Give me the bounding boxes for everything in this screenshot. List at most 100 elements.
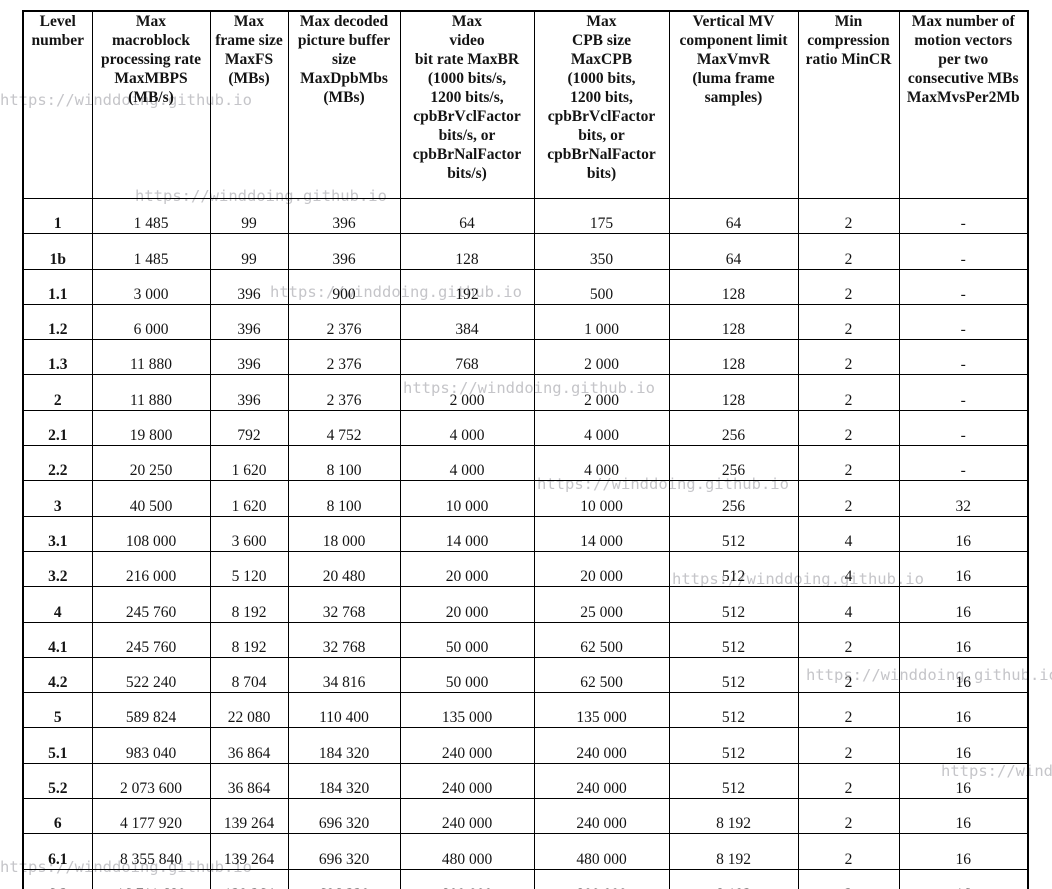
value-cell: 50 000: [399, 621, 535, 658]
value-cell: 135 000: [399, 692, 535, 729]
value-cell: 512: [668, 621, 799, 658]
table-row: 3 40 500 1 620 8 100 10 000 10 000 256 2 32: [22, 480, 1029, 517]
value-cell: 512: [668, 515, 799, 552]
level-number-cell: 6.1: [22, 833, 93, 870]
level-number-cell: 4.2: [22, 656, 93, 694]
level-number-cell: 2: [22, 374, 93, 411]
level-number-cell: 5.1: [22, 727, 93, 764]
value-cell: 2: [797, 339, 900, 376]
value-cell: -: [898, 445, 1029, 482]
table-row: 1.3 11 880 396 2 376 768 2 000 128 2-: [22, 339, 1029, 376]
value-cell: 696 320: [287, 833, 401, 870]
value-cell: 128: [668, 268, 799, 305]
value-cell: 20 000: [533, 550, 670, 588]
value-cell: 11 880: [91, 374, 211, 411]
value-cell: 135 000: [533, 692, 670, 729]
table-row: 3.1 108 000 3 600 18 000 14 000 14 000 512 4 16: [22, 515, 1029, 552]
value-cell: 2 376: [287, 374, 401, 411]
column-header-max-mvs-per-2mb: Max number of motion vectors per two con…: [898, 10, 1029, 199]
level-number-cell: 2.2: [22, 445, 93, 482]
value-cell: 20 480: [287, 550, 401, 588]
table-row: 3.2 216 000 5 120 20 480 20 000 20 000 512 4 16: [22, 550, 1029, 588]
value-cell: 350: [533, 233, 670, 270]
value-cell: 8 100: [287, 480, 401, 517]
value-cell: 8 192: [209, 586, 289, 623]
value-cell: 480 000: [399, 833, 535, 870]
column-header-max-fs: Max frame size MaxFS (MBs): [209, 10, 289, 199]
value-cell: 8 192: [209, 621, 289, 658]
value-cell: 512: [668, 762, 799, 800]
value-cell: 128: [668, 339, 799, 376]
level-number-cell: 5: [22, 692, 93, 729]
value-cell: 4: [797, 515, 900, 552]
value-cell: 62 500: [533, 621, 670, 658]
value-cell: 18 000: [287, 515, 401, 552]
value-cell: 216 000: [91, 550, 211, 588]
value-cell: 11 880: [91, 339, 211, 376]
value-cell: 4 000: [533, 445, 670, 482]
column-header-max-cpb: Max CPB size MaxCPB (1000 bits, 1200 bit…: [533, 10, 670, 199]
value-cell: 1 000: [533, 303, 670, 341]
level-number-cell: 1.3: [22, 339, 93, 376]
value-cell: 500: [533, 268, 670, 305]
value-cell: 2: [797, 727, 900, 764]
value-cell: 1 620: [209, 480, 289, 517]
level-number-cell: 6: [22, 798, 93, 835]
value-cell: 512: [668, 550, 799, 588]
value-cell: 16: [898, 833, 1029, 870]
value-cell: 8 704: [209, 656, 289, 694]
level-number-cell: 4.1: [22, 621, 93, 658]
table-row: 5 589 824 22 080 110 400 135 000 135 000 512 2 1…: [22, 692, 1029, 729]
value-cell: 128: [668, 303, 799, 341]
value-cell: -: [898, 374, 1029, 411]
level-number-cell: 1: [22, 197, 93, 235]
level-number-cell: 3: [22, 480, 93, 517]
value-cell: 4 000: [399, 445, 535, 482]
value-cell: 983 040: [91, 727, 211, 764]
value-cell: 20 000: [399, 586, 535, 623]
value-cell: 20 000: [399, 550, 535, 588]
table-row: 1.1 3 000 396 900 192 500 128 2-: [22, 268, 1029, 305]
value-cell: 184 320: [287, 727, 401, 764]
value-cell: 2 000: [533, 339, 670, 376]
table-row: 6.1 8 355 840 139 264 696 320 480 000 480 000…: [22, 833, 1029, 870]
level-number-cell: 6.2: [22, 868, 93, 889]
value-cell: 64: [668, 233, 799, 270]
value-cell: 240 000: [533, 762, 670, 800]
value-cell: 589 824: [91, 692, 211, 729]
value-cell: 4 752: [287, 409, 401, 447]
value-cell: 4 000: [399, 409, 535, 447]
value-cell: -: [898, 409, 1029, 447]
value-cell: 2: [797, 268, 900, 305]
column-header-max-vmvr: Vertical MV component limit MaxVmvR (lum…: [668, 10, 799, 199]
value-cell: 20 250: [91, 445, 211, 482]
table-row: 2.1 19 800 792 4 752 4 000 4 000 256 2-: [22, 409, 1029, 447]
value-cell: 522 240: [91, 656, 211, 694]
level-number-cell: 3.1: [22, 515, 93, 552]
value-cell: 32 768: [287, 621, 401, 658]
value-cell: 256: [668, 409, 799, 447]
value-cell: 512: [668, 692, 799, 729]
value-cell: 800 000: [533, 868, 670, 889]
value-cell: 2: [797, 409, 900, 447]
value-cell: 396: [287, 233, 401, 270]
level-number-cell: 3.2: [22, 550, 93, 588]
value-cell: 128: [668, 374, 799, 411]
value-cell: 8 192: [668, 868, 799, 889]
value-cell: 25 000: [533, 586, 670, 623]
column-header-max-br: Max video bit rate MaxBR (1000 bits/s, 1…: [399, 10, 535, 199]
value-cell: 396: [209, 339, 289, 376]
value-cell: 16: [898, 692, 1029, 729]
value-cell: 16: [898, 550, 1029, 588]
value-cell: 16: [898, 515, 1029, 552]
value-cell: 396: [209, 268, 289, 305]
value-cell: 2 376: [287, 339, 401, 376]
value-cell: 396: [209, 303, 289, 341]
value-cell: 2: [797, 233, 900, 270]
table-row: 5.1 983 040 36 864 184 320 240 000 240 000 512…: [22, 727, 1029, 764]
value-cell: 4 177 920: [91, 798, 211, 835]
value-cell: 2: [797, 762, 900, 800]
value-cell: 3 000: [91, 268, 211, 305]
